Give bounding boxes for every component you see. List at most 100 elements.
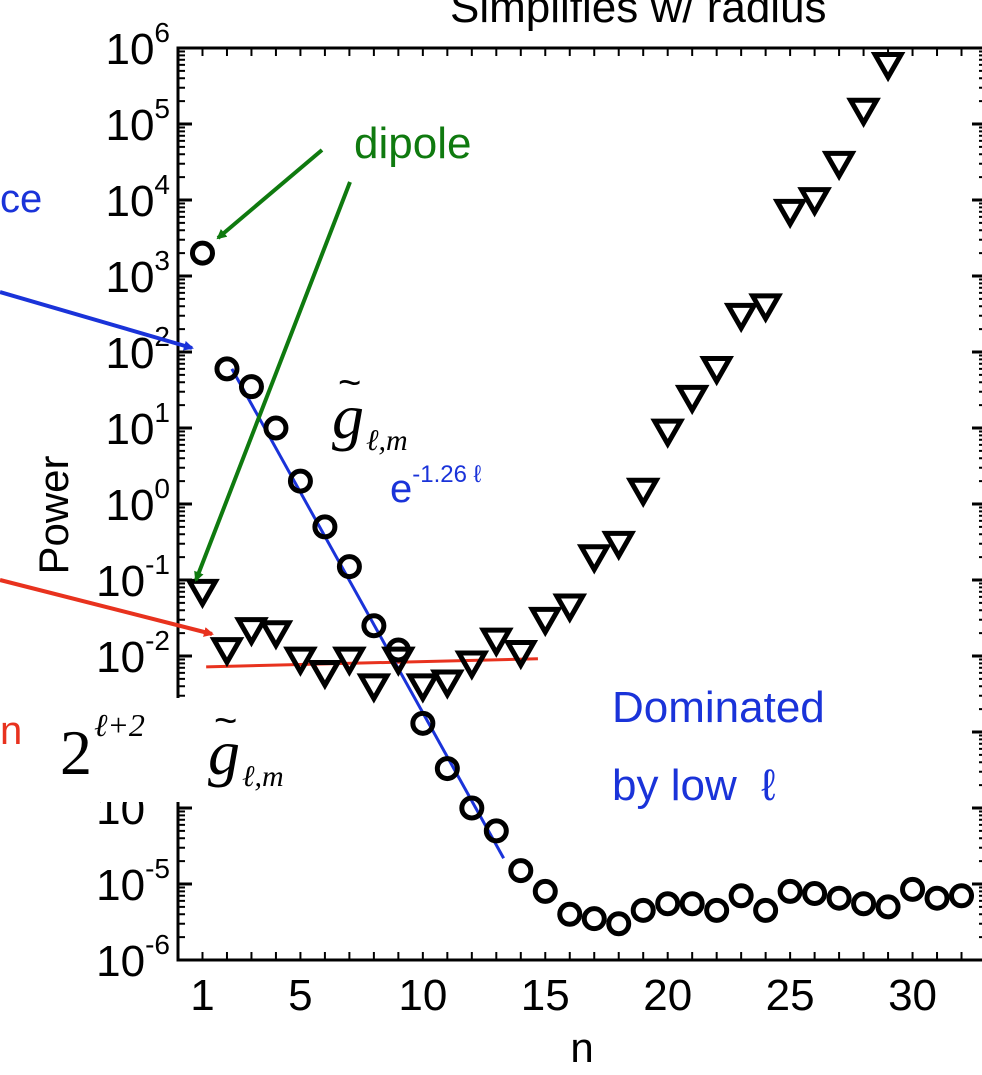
fit-exponent-label: e-1.26 ℓ (390, 461, 482, 511)
triangle-point (723, 302, 759, 334)
triangle-point (185, 578, 220, 610)
dominated-line1: Dominated (612, 683, 825, 732)
y-tick-label: 10-6 (96, 929, 170, 986)
circle-point (581, 906, 607, 932)
y-tick-labels: 10610510410310210110010-110-210-310-410-… (96, 17, 170, 986)
y-tick-label: 102 (105, 321, 170, 378)
triangle-point (454, 650, 490, 681)
dominated-backdrop (605, 680, 915, 820)
y-tick-label: 10-5 (96, 853, 170, 910)
y-axis-label: Power (30, 455, 77, 574)
circle-point (704, 897, 730, 923)
y-tick-label: 101 (105, 397, 170, 454)
axis-ticks (178, 46, 982, 962)
prefix-backdrop (52, 698, 314, 802)
tilde-mark: ~ (338, 361, 361, 405)
triangle-point (503, 639, 539, 671)
prefix-tilde-mark: ~ (214, 699, 237, 743)
x-axis-label: n (570, 1024, 593, 1071)
y-tick-label: 10-2 (96, 625, 170, 682)
triangle-point (821, 150, 857, 182)
dipole-arrow-lower (194, 181, 352, 582)
circle-point (875, 894, 901, 920)
triangle-point (258, 620, 294, 651)
x-tick-labels: 1 5 10 15 20 25 30 (190, 971, 937, 1020)
x-tick-label: 20 (643, 971, 692, 1020)
circle-point (532, 878, 558, 904)
left-red-fragment: n (0, 709, 22, 753)
triangle-down-series (185, 51, 906, 704)
triangle-point (234, 617, 269, 648)
circle-point (679, 891, 705, 917)
triangle-point (699, 355, 734, 387)
triangle-point (625, 477, 661, 509)
circle-point (728, 883, 754, 909)
circle-point (606, 911, 632, 937)
triangle-point (797, 187, 832, 218)
prefix-exponent: ℓ+2 (94, 707, 145, 743)
y-tick-label: 100 (105, 473, 170, 530)
triangle-point (552, 593, 588, 624)
triangle-point (527, 606, 563, 638)
circle-point (753, 897, 779, 923)
circle-point (949, 883, 975, 909)
blue-arrow (0, 290, 194, 351)
y-tick-label: 105 (105, 93, 170, 150)
fit-line (206, 657, 538, 669)
prefix-g-subscript: ℓ,m (242, 760, 284, 793)
triangle-point (674, 384, 710, 416)
prefix-g-symbol: g (208, 717, 240, 788)
circle-point (361, 613, 387, 639)
x-tick-label: 15 (521, 971, 570, 1020)
triangle-point (356, 673, 392, 704)
g-tilde-label: g ~ ℓ,m (332, 361, 408, 457)
dominated-line2: by low ℓ (612, 761, 775, 810)
circle-point (802, 880, 828, 906)
circle-point (238, 374, 264, 400)
circle-point (924, 885, 950, 911)
circle-point (214, 356, 240, 382)
circle-point (508, 858, 534, 884)
y-tick-label: 10-1 (96, 549, 170, 606)
triangle-point (478, 627, 514, 658)
circle-point (777, 878, 803, 904)
x-tick-label: 5 (288, 971, 312, 1020)
dipole-arrow-upper (216, 148, 324, 240)
prefix-label: 2 ℓ+2 g ~ ℓ,m (60, 699, 284, 793)
triangle-point (381, 646, 416, 677)
g-subscript: ℓ,m (366, 424, 408, 457)
triangle-point (650, 418, 686, 449)
triangle-point (870, 51, 906, 83)
left-blue-fragment: ce (0, 177, 42, 221)
chart-title: Simplifies w/ radius (450, 0, 827, 32)
circle-point (655, 891, 681, 917)
triangle-point (209, 637, 245, 668)
dipole-label: dipole (354, 119, 471, 168)
triangle-point (576, 544, 612, 575)
circle-point (189, 240, 215, 266)
triangle-point (332, 646, 367, 677)
circle-series (189, 240, 975, 937)
circle-point (287, 468, 313, 494)
circle-point (459, 795, 485, 821)
y-tick-label: 103 (105, 245, 170, 302)
triangle-point (283, 646, 318, 677)
circle-point (434, 756, 460, 782)
triangle-point (601, 530, 637, 562)
triangle-point (846, 97, 881, 129)
x-tick-label: 25 (766, 971, 815, 1020)
triangle-point (405, 673, 441, 704)
g-symbol: g (332, 381, 364, 452)
circle-point (826, 885, 852, 911)
circle-point (630, 897, 656, 923)
y-tick-label: 104 (105, 169, 170, 226)
data-series (185, 51, 975, 937)
circle-point (312, 514, 338, 540)
circle-point (410, 710, 436, 736)
fit-line (230, 368, 505, 860)
label-backdrop (325, 358, 405, 448)
triangle-point (772, 198, 808, 230)
circle-point (557, 901, 583, 927)
